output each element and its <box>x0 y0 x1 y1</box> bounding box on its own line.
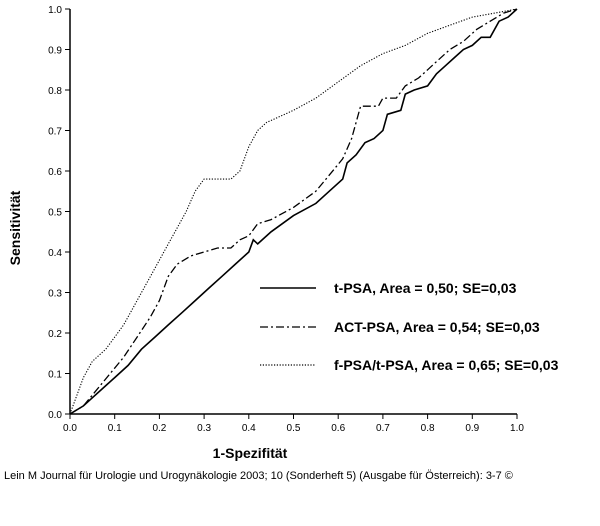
x-tick-label: 0.4 <box>242 423 256 434</box>
y-tick-label: 0.4 <box>48 248 62 259</box>
series-line-f-t-psa <box>69 8 518 415</box>
x-tick-label: 0.2 <box>152 423 166 434</box>
x-tick-label: 0.6 <box>331 423 345 434</box>
series-layer <box>69 8 518 415</box>
series-line-t-psa <box>69 8 518 415</box>
x-tick-label: 0.5 <box>287 423 301 434</box>
x-ticks: 0.0 0.1 0.2 0.3 0.4 0.5 0.6 0.7 0.8 0.9 1.0 <box>63 414 524 434</box>
y-tick-label: 1.0 <box>48 5 62 16</box>
y-tick-label: 0.9 <box>48 46 62 57</box>
legend-label: ACT-PSA, Area = 0,54; SE=0,03 <box>334 319 540 335</box>
x-tick-label: 0.1 <box>108 423 122 434</box>
y-axis-title: Sensitivität <box>7 190 23 265</box>
source-caption: Lein M Journal für Urologie und Urogynäk… <box>4 470 513 482</box>
y-tick-label: 0.1 <box>48 370 62 381</box>
y-tick-label: 0.2 <box>48 329 62 340</box>
legend-label: t-PSA, Area = 0,50; SE=0,03 <box>334 280 517 296</box>
y-tick-label: 0.5 <box>48 208 62 219</box>
y-tick-label: 0.0 <box>48 410 62 421</box>
legend: t-PSA, Area = 0,50; SE=0,03 ACT-PSA, Area… <box>260 280 559 373</box>
y-tick-label: 0.7 <box>48 127 62 138</box>
axes-layer <box>69 9 517 415</box>
x-tick-label: 0.9 <box>465 423 479 434</box>
y-tick-label: 0.6 <box>48 167 62 178</box>
y-tick-label: 0.8 <box>48 86 62 97</box>
x-axis-title: 1-Spezifität <box>213 445 288 461</box>
x-tick-label: 0.8 <box>421 423 435 434</box>
x-tick-label: 0.0 <box>63 423 77 434</box>
roc-chart: 0.0 0.1 0.2 0.3 0.4 0.5 0.6 0.7 0.8 0.9 1.0 0.0 0.1… <box>7 5 559 461</box>
legend-label: f-PSA/t-PSA, Area = 0,65; SE=0,03 <box>334 357 559 373</box>
y-ticks: 0.0 0.1 0.2 0.3 0.4 0.5 0.6 0.7 0.8 0.9 1.0 <box>48 5 70 421</box>
x-tick-label: 1.0 <box>510 423 524 434</box>
x-tick-label: 0.7 <box>376 423 390 434</box>
x-tick-label: 0.3 <box>197 423 211 434</box>
series-line-act-psa <box>69 8 518 415</box>
y-tick-label: 0.3 <box>48 289 62 300</box>
